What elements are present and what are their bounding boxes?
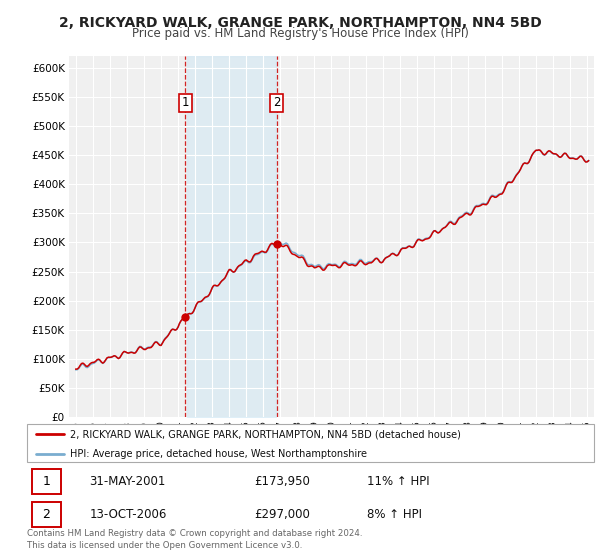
Text: 2, RICKYARD WALK, GRANGE PARK, NORTHAMPTON, NN4 5BD: 2, RICKYARD WALK, GRANGE PARK, NORTHAMPT… bbox=[59, 16, 541, 30]
Text: 1: 1 bbox=[43, 475, 50, 488]
FancyBboxPatch shape bbox=[32, 469, 61, 493]
Text: 2: 2 bbox=[273, 96, 281, 109]
Text: 11% ↑ HPI: 11% ↑ HPI bbox=[367, 475, 430, 488]
FancyBboxPatch shape bbox=[27, 424, 594, 462]
Text: Price paid vs. HM Land Registry's House Price Index (HPI): Price paid vs. HM Land Registry's House … bbox=[131, 27, 469, 40]
Text: 2, RICKYARD WALK, GRANGE PARK, NORTHAMPTON, NN4 5BD (detached house): 2, RICKYARD WALK, GRANGE PARK, NORTHAMPT… bbox=[70, 429, 460, 439]
Text: 8% ↑ HPI: 8% ↑ HPI bbox=[367, 508, 422, 521]
Text: 13-OCT-2006: 13-OCT-2006 bbox=[89, 508, 167, 521]
Text: HPI: Average price, detached house, West Northamptonshire: HPI: Average price, detached house, West… bbox=[70, 449, 367, 459]
Text: Contains HM Land Registry data © Crown copyright and database right 2024.
This d: Contains HM Land Registry data © Crown c… bbox=[27, 529, 362, 550]
Text: £173,950: £173,950 bbox=[254, 475, 310, 488]
Text: 2: 2 bbox=[43, 508, 50, 521]
FancyBboxPatch shape bbox=[32, 502, 61, 527]
Text: £297,000: £297,000 bbox=[254, 508, 310, 521]
Text: 1: 1 bbox=[182, 96, 189, 109]
Text: 31-MAY-2001: 31-MAY-2001 bbox=[89, 475, 166, 488]
